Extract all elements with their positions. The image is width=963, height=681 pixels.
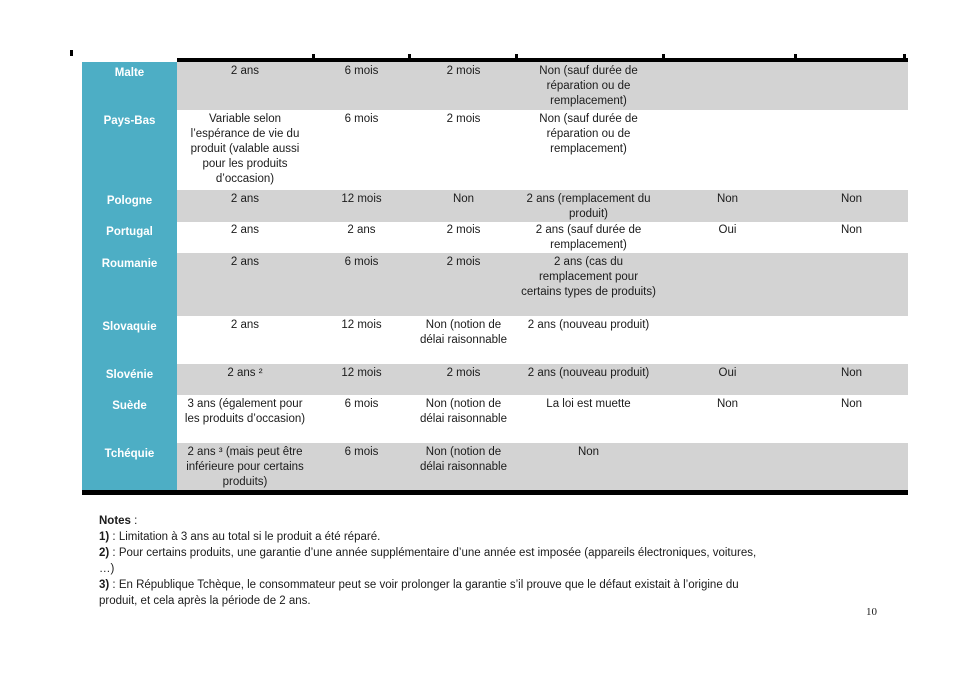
note-1-text: : Limitation à 3 ans au total si le prod… — [109, 531, 381, 543]
note-2-number: 2) — [99, 547, 110, 559]
table-cell: 2 ans — [177, 253, 313, 316]
table-cell: 2 mois — [410, 62, 517, 110]
table-cell — [795, 110, 908, 190]
table-cell: 2 ans — [347, 224, 376, 236]
table-cell — [660, 110, 795, 190]
note-1-number: 1) — [99, 531, 110, 543]
table-row: Pologne 2 ans 12 mois Non 2 ans (remplacemen… — [82, 190, 908, 222]
table-cell — [660, 253, 795, 316]
table-cell: Non — [840, 224, 863, 236]
table-cell — [795, 316, 908, 364]
table-cell: Non — [410, 190, 517, 222]
table-cell: 2 ans — [177, 62, 313, 110]
table-cell: 12 mois — [313, 190, 410, 222]
note-3-text: : En République Tchèque, le consommateur… — [99, 579, 739, 607]
table-cell: Non (sauf durée de réparation ou de remp… — [539, 113, 638, 155]
warranty-table: Malte 2 ans 6 mois 2 mois Non (sauf durée de… — [82, 62, 908, 490]
notes-section: Notes : 1) : Limitation à 3 ans au total… — [99, 513, 911, 609]
table-cell: 2 ans (cas du remplacement pour certains… — [517, 253, 660, 316]
table-cell: Oui — [718, 224, 737, 236]
table-cell: Non — [795, 190, 908, 222]
country-cell: Malte — [82, 62, 177, 110]
table-cell: 2 mois — [410, 253, 517, 316]
table-row: Slovénie 2 ans ² 12 mois 2 mois 2 ans (nouve… — [82, 364, 908, 395]
table-cell: Oui — [660, 364, 795, 395]
table-row: Malte 2 ans 6 mois 2 mois Non (sauf durée de… — [82, 62, 908, 110]
table-cell — [660, 443, 795, 490]
notes-title: Notes : — [99, 513, 911, 529]
table-cell: 2 ans (remplacement du produit) — [517, 190, 660, 222]
note-item-2: 2) : Pour certains produits, une garanti… — [99, 545, 911, 577]
table-cell: Non (notion de délai raisonnable — [420, 398, 507, 425]
table-cell: Non — [517, 443, 660, 490]
clipped-left-border-tick — [70, 50, 73, 56]
table-bottom-border — [82, 490, 908, 495]
table-cell — [660, 62, 795, 110]
clipped-column-divider-tick — [312, 54, 315, 59]
table-cell: 6 mois — [313, 443, 410, 490]
table-row: Tchéquie 2 ans ³ (mais peut être inférieu… — [82, 443, 908, 490]
country-cell: Tchéquie — [82, 443, 177, 490]
note-2-text: : Pour certains produits, une garantie d… — [99, 547, 757, 575]
table-cell: Variable selon l’espérance de vie du pro… — [190, 113, 300, 185]
table-cell — [660, 316, 795, 364]
table-cell: 2 ans — [177, 190, 313, 222]
table-cell: 12 mois — [341, 319, 382, 331]
table-cell: La loi est muette — [546, 398, 631, 410]
table-cell: 2 mois — [446, 224, 481, 236]
table-cell: Non (notion de délai raisonnable — [420, 319, 507, 346]
table-cell: 2 mois — [446, 113, 481, 125]
country-cell: Pologne — [82, 190, 177, 222]
table-row: Portugal 2 ans 2 ans 2 mois 2 ans (sauf duré… — [82, 221, 908, 253]
table-cell: 2 ans ³ (mais peut être inférieure pour … — [177, 443, 313, 490]
country-cell: Suède — [82, 395, 177, 443]
notes-title-label: Notes — [99, 515, 131, 527]
country-cell: Pays-Bas — [82, 110, 177, 190]
table-cell: 2 ans (sauf durée de remplacement) — [535, 224, 642, 251]
table-cell: 2 ans (nouveau produit) — [527, 319, 650, 331]
table-cell: Non — [795, 364, 908, 395]
table-cell: 6 mois — [344, 113, 379, 125]
table-row: Slovaquie 2 ans 12 mois Non (notion de déla… — [82, 316, 908, 364]
table-cell: 2 ans ² — [177, 364, 313, 395]
table-cell — [795, 443, 908, 490]
table-cell: 2 ans (nouveau produit) — [517, 364, 660, 395]
clipped-column-divider-tick — [662, 54, 665, 59]
country-cell: Slovénie — [82, 364, 177, 395]
table-cell: Non — [716, 398, 739, 410]
table-row: Roumanie 2 ans 6 mois 2 mois 2 ans (cas du r… — [82, 253, 908, 316]
table-cell: 2 ans — [230, 224, 260, 236]
country-cell: Slovaquie — [82, 316, 177, 364]
table-cell: 2 mois — [410, 364, 517, 395]
country-cell: Portugal — [82, 221, 177, 253]
table-row: Suède 3 ans (également pour les produits … — [82, 395, 908, 443]
table-row: Pays-Bas Variable selon l’espérance de vi… — [82, 110, 908, 190]
table-cell — [795, 62, 908, 110]
table-cell: 3 ans (également pour les produits d’occ… — [184, 398, 306, 425]
table-cell: 6 mois — [313, 62, 410, 110]
table-cell: Non — [840, 398, 863, 410]
table-cell: Non — [660, 190, 795, 222]
clipped-column-divider-tick — [515, 54, 518, 59]
notes-title-colon: : — [130, 515, 138, 527]
table-cell: Non (notion de délai raisonnable — [410, 443, 517, 490]
table-cell: Non (sauf durée de réparation ou de remp… — [517, 62, 660, 110]
table-cell: 2 ans — [230, 319, 260, 331]
page-number: 10 — [866, 606, 877, 618]
table-cell — [795, 253, 908, 316]
clipped-column-divider-tick — [408, 54, 411, 59]
note-3-number: 3) — [99, 579, 110, 591]
clipped-column-divider-tick — [794, 54, 797, 59]
note-item-1: 1) : Limitation à 3 ans au total si le p… — [99, 529, 911, 545]
table-cell: 6 mois — [313, 253, 410, 316]
country-cell: Roumanie — [82, 253, 177, 316]
table-top-border — [177, 58, 908, 62]
note-item-3: 3) : En République Tchèque, le consommat… — [99, 577, 911, 609]
table-cell: 12 mois — [313, 364, 410, 395]
clipped-column-divider-tick — [903, 54, 906, 59]
table-cell: 6 mois — [344, 398, 379, 410]
